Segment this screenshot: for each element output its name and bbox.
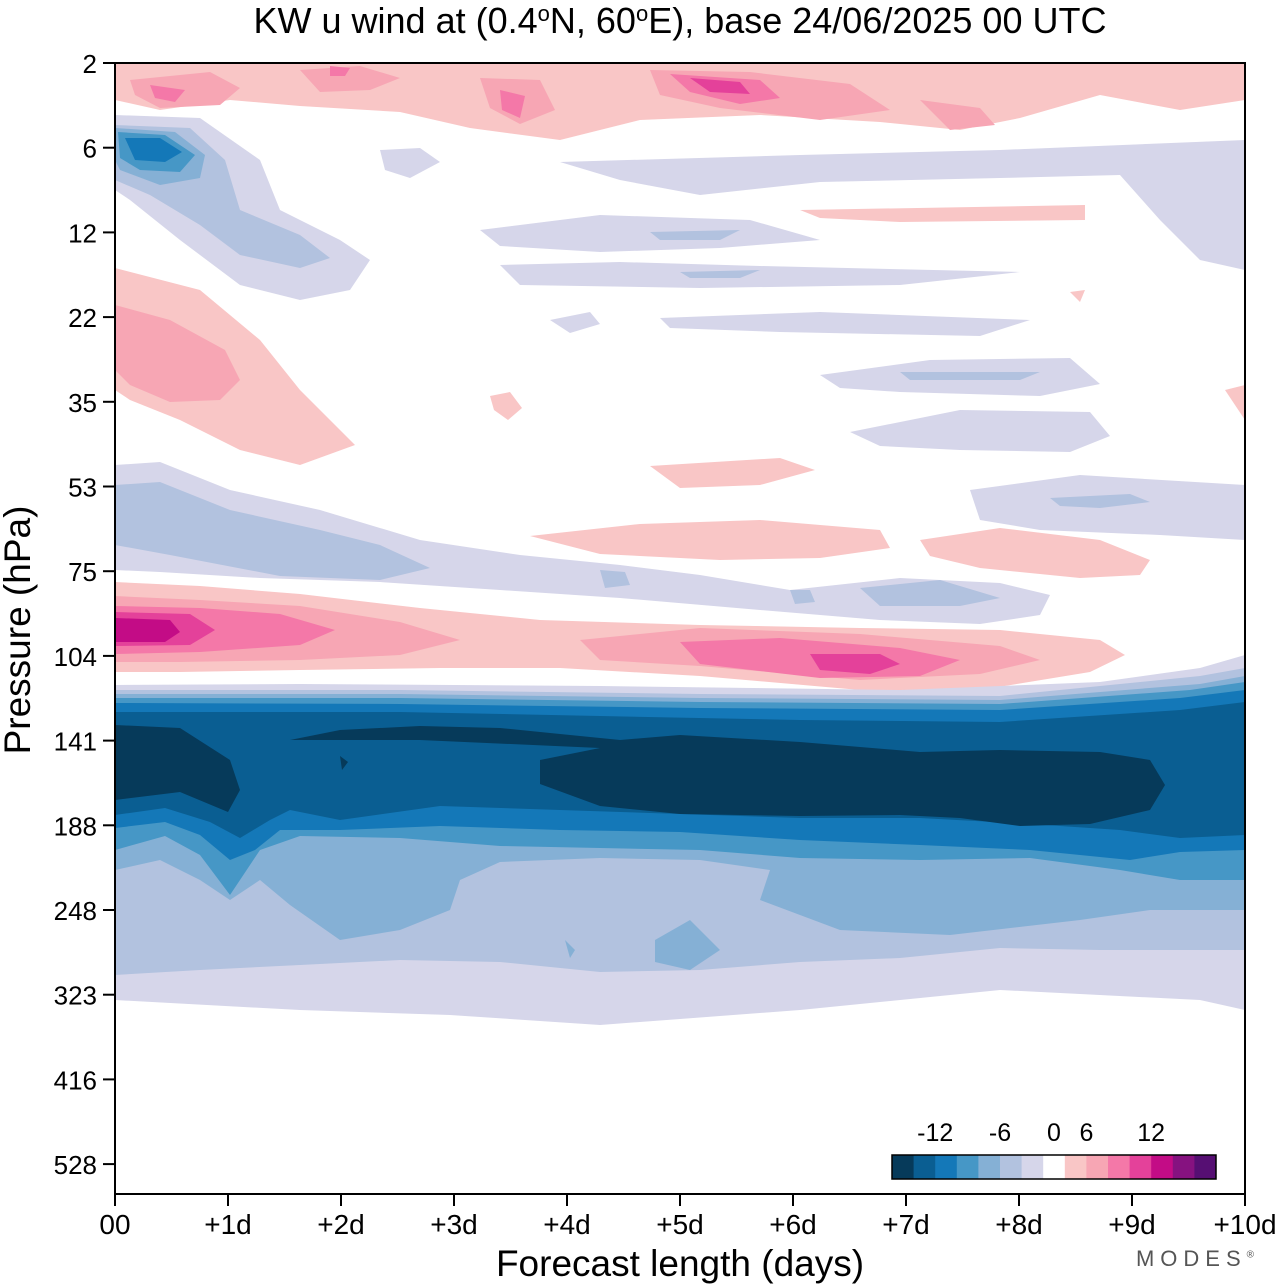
colorbar-swatch xyxy=(1151,1155,1174,1179)
x-tick-label: +7d xyxy=(882,1209,930,1240)
y-tick-label: 141 xyxy=(54,727,97,757)
contour-neg-53-75-b xyxy=(115,482,1000,606)
x-tick-label: +3d xyxy=(430,1209,478,1240)
chart-title: KW u wind at (0.4oN, 60oE), base 24/06/2… xyxy=(254,0,1107,41)
colorbar-swatch xyxy=(1172,1155,1195,1179)
x-tick-label: +2d xyxy=(317,1209,365,1240)
contour-neg-6hPa-e xyxy=(125,138,182,162)
x-axis: 00 +1d +2d +3d +4d +5d +6d +7d +8d +9d +10d xyxy=(99,1194,1277,1240)
contour-neg-53-right xyxy=(970,475,1245,540)
x-tick-label: +9d xyxy=(1108,1209,1156,1240)
colorbar-tick-label: -6 xyxy=(989,1119,1011,1147)
y-tick-label: 416 xyxy=(54,1065,97,1095)
y-tick-label: 75 xyxy=(68,557,97,587)
y-tick-label: 12 xyxy=(68,218,97,248)
colorbar-swatch xyxy=(1194,1155,1217,1179)
y-tick-label: 6 xyxy=(83,134,97,164)
colorbar: -12 -6 0 6 12 xyxy=(891,1119,1217,1180)
y-axis: 2 6 12 22 35 53 75 104 141 188 248 323 416 528 xyxy=(54,49,115,1180)
colorbar-tick-label: -12 xyxy=(917,1119,953,1147)
plot-area xyxy=(115,63,1245,1194)
contour-neg-jet-7 xyxy=(115,725,1165,826)
x-tick-label: +1d xyxy=(204,1209,252,1240)
y-tick-label: 35 xyxy=(68,388,97,418)
y-tick-label: 22 xyxy=(68,303,97,333)
contour-pos-75 xyxy=(530,520,1150,578)
y-tick-label: 104 xyxy=(54,642,97,672)
colorbar-swatch xyxy=(913,1155,936,1179)
colorbar-swatch xyxy=(1108,1155,1131,1179)
colorbar-swatch xyxy=(1129,1155,1152,1179)
colorbar-swatch xyxy=(935,1155,958,1179)
colorbar-swatch xyxy=(978,1155,1001,1179)
x-tick-label: +10d xyxy=(1213,1209,1276,1240)
y-tick-label: 323 xyxy=(54,981,97,1011)
colorbar-swatch xyxy=(1064,1155,1087,1179)
x-axis-label: Forecast length (days) xyxy=(496,1243,864,1284)
colorbar-swatch xyxy=(1086,1155,1109,1179)
contour-pos-104c xyxy=(115,606,960,678)
x-tick-label: +6d xyxy=(769,1209,817,1240)
colorbar-tick-label: 0 xyxy=(1047,1119,1061,1147)
y-tick-label: 53 xyxy=(68,473,97,503)
contour-neg-53-right-b xyxy=(1050,494,1150,508)
modes-watermark: MODES® xyxy=(1135,1246,1254,1271)
x-tick-label: 00 xyxy=(99,1209,130,1240)
colorbar-swatch xyxy=(892,1155,915,1179)
contour-pos-2hPa-b xyxy=(130,66,995,130)
y-axis-label: Pressure (hPa) xyxy=(0,506,38,755)
colorbar-swatch xyxy=(1000,1155,1023,1179)
colorbar-tick-label: 12 xyxy=(1137,1119,1165,1147)
contour-pos-22hPa-b xyxy=(115,305,240,402)
y-tick-label: 248 xyxy=(54,896,97,926)
x-tick-label: +8d xyxy=(995,1209,1043,1240)
y-tick-label: 528 xyxy=(54,1150,97,1180)
contour-pos-104d xyxy=(115,612,900,674)
x-tick-label: +4d xyxy=(543,1209,591,1240)
colorbar-swatch xyxy=(1021,1155,1044,1179)
colorbar-swatch xyxy=(1043,1155,1066,1179)
x-tick-label: +5d xyxy=(656,1209,704,1240)
y-tick-label: 2 xyxy=(83,49,97,79)
y-tick-label: 188 xyxy=(54,811,97,841)
colorbar-frame xyxy=(891,1154,1217,1180)
contour-pos-104e xyxy=(115,618,180,642)
colorbar-swatch xyxy=(956,1155,979,1179)
colorbar-tick-label: 6 xyxy=(1079,1119,1093,1147)
contour-pos-2hPa-d xyxy=(690,78,750,94)
